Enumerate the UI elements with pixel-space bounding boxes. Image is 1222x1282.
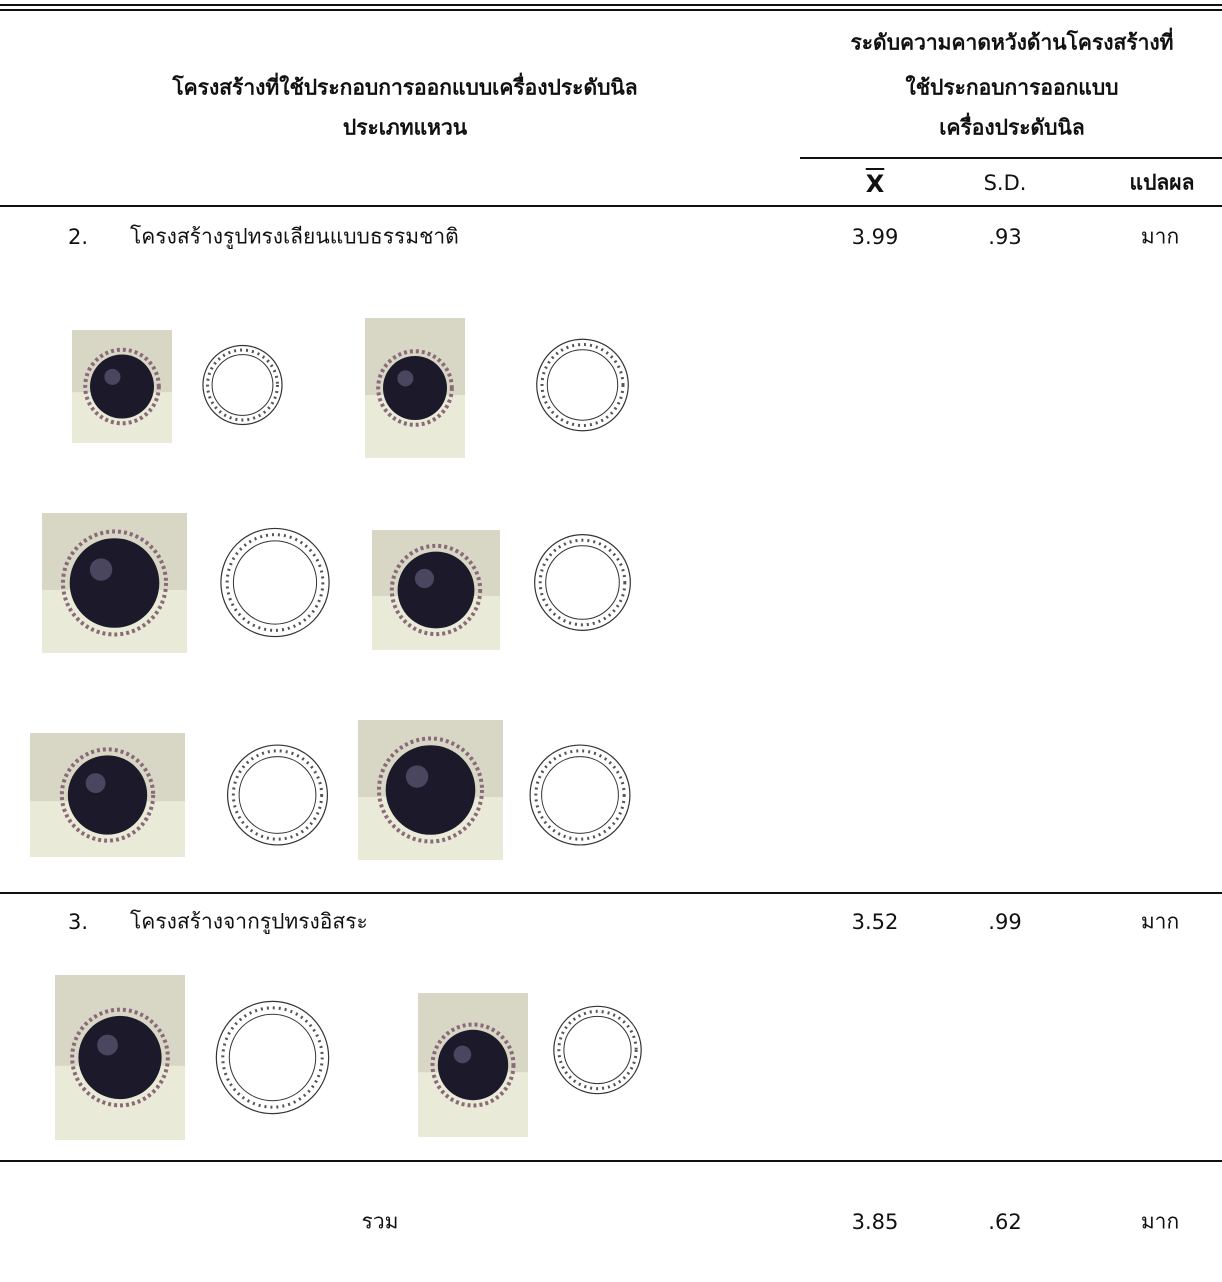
ring-photo bbox=[358, 720, 503, 860]
total-label: รวม bbox=[361, 1209, 399, 1234]
header-text: โครงสร้างที่ใช้ประกอบการออกแบบเครื่องประ… bbox=[172, 75, 638, 100]
rule bbox=[0, 9, 1222, 11]
header-text: ประเภทแหวน bbox=[342, 115, 468, 140]
row-label: โครงสร้างจากรูปทรงอิสระ bbox=[130, 909, 368, 934]
ring-photo bbox=[55, 975, 185, 1140]
rule bbox=[0, 1160, 1222, 1162]
ring-sketch bbox=[220, 527, 330, 638]
row-mean: 3.99 bbox=[851, 225, 899, 249]
row-result: มาก bbox=[1140, 909, 1180, 934]
row-number: 2. bbox=[68, 225, 89, 249]
ring-sketch bbox=[553, 1005, 642, 1095]
ring-sketch bbox=[529, 744, 631, 846]
ring-sketch bbox=[534, 534, 631, 631]
header-text: เครื่องประดับนิล bbox=[939, 115, 1085, 140]
total-sd: .62 bbox=[988, 1210, 1022, 1234]
rule bbox=[0, 4, 1222, 6]
ring-sketch bbox=[226, 744, 329, 846]
header-text: ใช้ประกอบการออกแบบ bbox=[905, 75, 1119, 100]
ring-photo bbox=[72, 330, 172, 443]
row-sd: .99 bbox=[988, 910, 1022, 934]
row-number: 3. bbox=[68, 910, 89, 934]
total-mean: 3.85 bbox=[851, 1210, 899, 1234]
row-sd: .93 bbox=[988, 225, 1022, 249]
ring-sketch bbox=[215, 1000, 330, 1115]
ring-photo bbox=[30, 733, 185, 857]
ring-photo bbox=[42, 513, 187, 653]
rule bbox=[0, 205, 1222, 207]
ring-photo bbox=[365, 318, 465, 458]
row-mean: 3.52 bbox=[851, 910, 899, 934]
ring-sketch bbox=[536, 338, 629, 432]
header-sd: S.D. bbox=[983, 171, 1027, 195]
ring-photo bbox=[372, 530, 500, 650]
total-result: มาก bbox=[1140, 1209, 1180, 1234]
ring-photo bbox=[418, 993, 528, 1137]
ring-sketch bbox=[202, 344, 283, 426]
rule bbox=[0, 892, 1222, 894]
rule bbox=[800, 157, 1222, 159]
row-result: มาก bbox=[1140, 224, 1180, 249]
header-text: ระดับความคาดหวังด้านโครงสร้างที่ bbox=[850, 30, 1174, 55]
row-label: โครงสร้างรูปทรงเลียนแบบธรรมชาติ bbox=[130, 224, 459, 249]
header-mean: X bbox=[865, 170, 885, 198]
header-result: แปลผล bbox=[1129, 170, 1195, 195]
